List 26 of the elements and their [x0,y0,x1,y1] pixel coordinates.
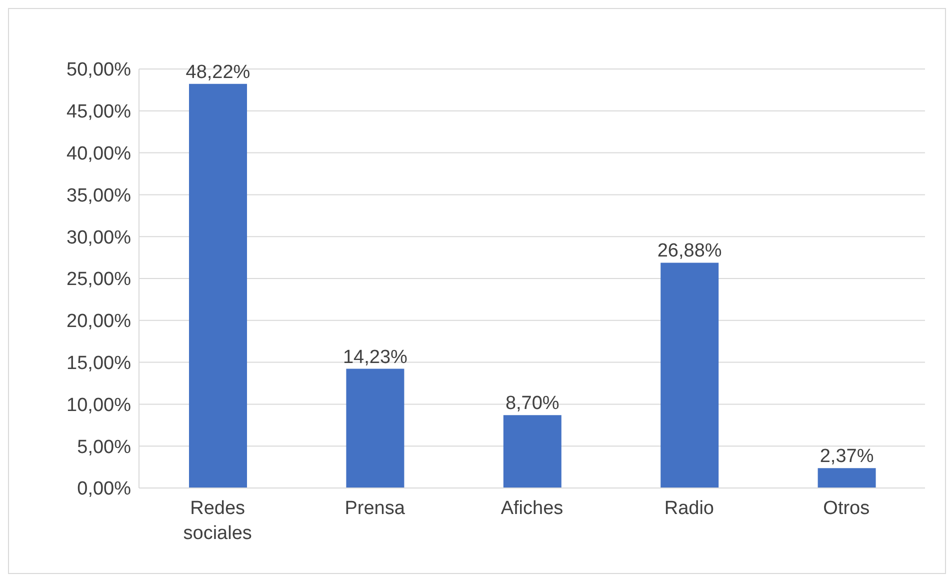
data-label: 26,88% [657,240,722,262]
x-tick-label: Prensa [344,498,406,519]
bar [346,368,404,488]
y-tick-label: 45,00% [66,102,132,123]
bar [503,415,562,488]
bar [189,84,247,488]
y-tick-label: 30,00% [66,227,132,248]
y-tick-label: 0,00% [77,478,132,500]
y-tick-label: 50,00% [66,60,132,81]
data-label: 14,23% [342,346,408,368]
data-label: 8,70% [505,393,560,414]
y-tick-label: 20,00% [66,311,132,332]
x-tick-label: Redes sociales [183,498,252,544]
data-label: 2,37% [820,446,874,468]
bar [660,262,719,488]
y-tick-label: 40,00% [66,144,132,165]
data-label: 48,22% [186,62,250,83]
y-tick-label: 15,00% [66,353,132,374]
bar [818,468,876,488]
y-tick-label: 5,00% [77,436,132,458]
y-tick-label: 25,00% [66,269,132,290]
x-tick-label: Afiches [500,498,564,519]
x-tick-label: Radio [664,498,714,519]
x-tick-label: Otros [823,498,870,519]
y-tick-label: 10,00% [66,394,132,416]
y-tick-label: 35,00% [66,185,132,206]
